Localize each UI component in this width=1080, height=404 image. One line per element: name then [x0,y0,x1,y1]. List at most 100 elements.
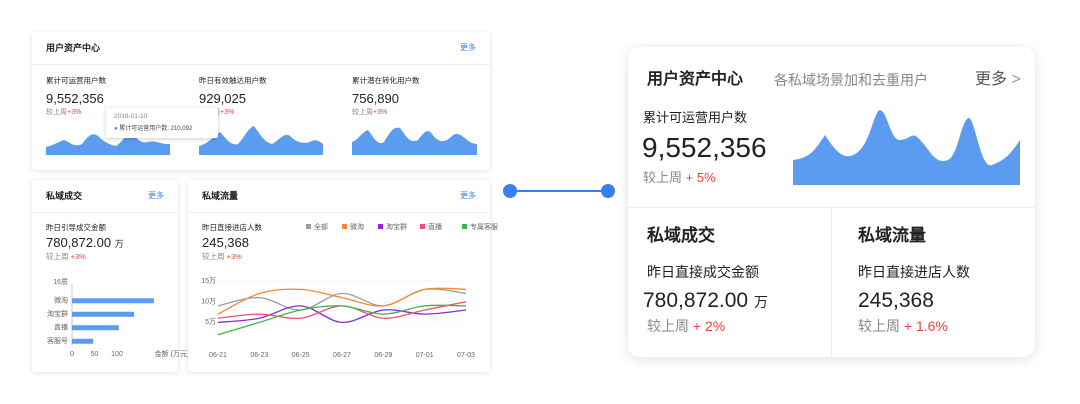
metric-label: 昨日直接进店人数 [858,264,970,280]
chevron: > [1011,71,1021,88]
legend-label: 全部 [314,222,328,231]
legend-swatch [306,224,311,229]
section-title: 私域成交 [647,226,715,245]
legend-label: 淘宝群 [386,222,407,231]
metric-change: 较上周 + 5% [643,171,716,184]
unit: 万 [114,239,124,249]
metric-label: 昨日直接进店人数 [202,223,262,232]
asset-card: 用户资产中心 更多 累计可运营用户数 9,552,356 较上周+3% 昨日有效触达用… [32,32,490,170]
change: + 1.6% [903,318,948,334]
divider [188,212,490,213]
tooltip-value: 累计可运营用户数: 210,092 [119,126,193,132]
metric-change: 较上周 +3% [46,253,86,261]
legend-swatch [378,224,383,229]
y-tick-label: 直播 [54,323,68,332]
x-tick-label: 06-27 [333,352,351,359]
y-tick-label: 5万 [205,318,216,326]
metric-change: 较上周+3% [46,109,81,116]
change: + 2% [692,318,726,334]
card-title: 私域成交 [46,191,83,201]
tooltip-date: 2019-01-10 [114,113,148,120]
legend-swatch [420,224,425,229]
line-series [217,288,467,311]
change: +3% [67,109,82,116]
x-tick-label: 100 [111,351,123,358]
more-link[interactable]: 更多 [460,191,476,200]
metric-value: 9,552,356 [642,132,767,163]
legend-label: 微淘 [350,222,364,231]
more-text: 更多 [975,71,1008,88]
line-series [217,305,467,324]
tooltip: 2019-01-10 ● 累计可运营用户数: 210,092 [106,108,218,138]
change: + 5% [685,170,716,185]
line-series [217,301,467,320]
bar [72,311,135,317]
change: +3% [70,252,86,261]
x-tick-label: 50 [91,351,99,358]
compare: 较上周 [46,252,69,261]
metric-value: 9,552,356 [46,91,104,106]
metric-label: 累计潜在转化用户数 [352,76,420,85]
compare: 较上周 [858,318,900,334]
x-tick-label: 07-03 [457,352,475,359]
y-tick-label: 15万 [201,277,216,285]
card-title: 私域流量 [202,191,239,201]
change: +3% [226,252,242,261]
metric-label: 累计可运营用户数 [643,110,748,125]
card-subtitle: 各私域场景加和去重用户 [774,72,928,88]
x-tick-label: 06-25 [292,352,310,359]
sparklines [46,126,477,155]
card-title: 用户资产中心 [647,71,744,88]
metric-label: 昨日引导成交金额 [46,223,106,232]
bar [72,338,94,344]
metric-change: 较上周+3% [352,109,387,116]
change: +3% [373,109,388,116]
x-tick-label: 06-29 [374,352,392,359]
metric-value: 929,025 [199,91,246,106]
detail-card: 用户资产中心 各私域场景加和去重用户 更多 > 累计可运营用户数 9,552,3… [628,47,1035,357]
line-chart: 5万 10万 15万 06-21 06-23 06-25 06-27 06-29 07-01 07… [201,222,498,359]
y-tick-label: 淘宝群 [47,309,68,318]
metric-change: 较上周 + 1.6% [858,319,948,333]
metric-label: 昨日直接成交金额 [647,264,759,280]
compare: 较上周 [647,318,689,334]
metric-value: 245,368 [858,289,934,312]
metric-label: 累计可运营用户数 [46,76,106,85]
more-link[interactable]: 更多 > [975,72,1021,88]
legend-label: 专属客服 [470,222,498,231]
metric-value: 780,872.00 万 [46,236,124,249]
metric-value: 756,890 [352,91,399,106]
deal-card: 私域成交 更多 昨日引导成交金额 780,872.00 万 较上周 +3% 16… [32,180,189,372]
divider [831,207,832,357]
x-tick-label: 06-23 [250,352,268,359]
card-title: 用户资产中心 [46,43,101,53]
y-axis-label: 16质 [53,277,68,286]
more-link[interactable]: 更多 [460,43,476,52]
x-tick-label: 07-01 [416,352,434,359]
y-tick-label: 客服号 [47,336,68,345]
change: +3% [220,109,235,116]
sparkline [352,127,477,155]
sparkline [46,130,170,155]
value: 780,872.00 [643,289,749,312]
x-axis-label: 金额 (万元) [155,349,190,358]
more-link[interactable]: 更多 [148,191,164,200]
y-tick-label: 10万 [201,298,216,306]
metric-value: 245,368 [202,235,249,250]
bar [72,325,119,331]
tooltip-dot: ● [114,126,118,132]
connector-dot [503,184,517,198]
divider [32,212,178,213]
legend-label: 直播 [428,222,442,231]
legend-swatch [462,224,467,229]
unit: 万 [753,294,768,310]
divider [32,64,490,65]
y-tick-label: 微淘 [54,296,68,305]
value: 780,872.00 [46,235,112,250]
section-title: 私域流量 [858,226,926,245]
sparkline-chart [793,110,1020,185]
compare: 较上周 [46,109,67,116]
line-series [217,287,467,315]
